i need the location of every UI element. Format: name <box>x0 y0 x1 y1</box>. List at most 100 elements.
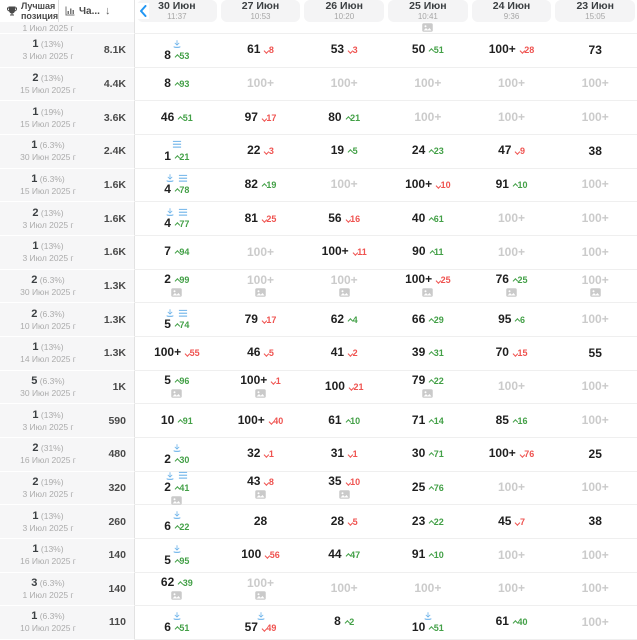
position-cell[interactable]: 7 94 <box>135 236 219 269</box>
position-cell[interactable]: 22 3 <box>219 135 303 168</box>
position-cell[interactable]: 100+ <box>553 236 637 269</box>
position-cell[interactable]: 5 74 <box>135 303 219 336</box>
sort-desc-icon[interactable]: ↓ <box>104 5 111 17</box>
position-cell[interactable]: 100+ <box>219 68 303 101</box>
position-cell[interactable]: 53 3 <box>302 34 386 67</box>
position-cell[interactable]: 100+ <box>553 606 637 639</box>
position-cell[interactable]: 28 <box>219 505 303 538</box>
date-header-pill[interactable]: 25 Июн 10:41 <box>388 0 468 22</box>
position-cell[interactable]: 76 25 <box>470 270 554 303</box>
position-cell[interactable]: 97 17 <box>219 101 303 134</box>
position-cell[interactable]: 61 10 <box>302 404 386 437</box>
position-cell[interactable]: 100+ <box>470 101 554 134</box>
position-cell[interactable]: 70 15 <box>470 337 554 370</box>
position-cell[interactable]: 10 91 <box>135 404 219 437</box>
position-cell[interactable]: 100+ <box>470 573 554 606</box>
position-cell[interactable]: 5 96 <box>135 371 219 404</box>
position-cell[interactable]: 31 1 <box>302 438 386 471</box>
position-cell[interactable]: 1 21 <box>135 135 219 168</box>
position-cell[interactable]: 39 31 <box>386 337 470 370</box>
position-cell[interactable]: 100+ 10 <box>386 169 470 202</box>
position-cell[interactable]: 8 53 <box>135 34 219 67</box>
position-cell[interactable]: 46 5 <box>219 337 303 370</box>
position-cell[interactable]: 38 <box>553 505 637 538</box>
position-cell[interactable]: 66 29 <box>386 303 470 336</box>
position-cell[interactable]: 24 23 <box>386 135 470 168</box>
position-cell[interactable]: 23 22 <box>386 505 470 538</box>
position-cell[interactable]: 100+ <box>302 270 386 303</box>
position-cell[interactable]: 85 16 <box>470 404 554 437</box>
position-cell[interactable]: 80 21 <box>302 101 386 134</box>
position-cell[interactable]: 19 5 <box>302 135 386 168</box>
position-cell[interactable]: 100+ 76 <box>470 438 554 471</box>
position-cell[interactable]: 50 51 <box>386 34 470 67</box>
position-cell[interactable]: 73 <box>553 34 637 67</box>
position-cell[interactable]: 100+ <box>553 202 637 235</box>
position-cell[interactable]: 100+ <box>470 472 554 505</box>
position-cell[interactable]: 56 16 <box>302 202 386 235</box>
position-cell[interactable]: 41 2 <box>302 337 386 370</box>
position-cell[interactable]: 5 95 <box>135 539 219 572</box>
position-cell[interactable]: 35 10 <box>302 472 386 505</box>
position-cell[interactable]: 100+ <box>219 573 303 606</box>
position-cell[interactable]: 100+ <box>302 68 386 101</box>
position-cell[interactable]: 100+ <box>553 101 637 134</box>
position-cell[interactable]: 100+ 25 <box>386 270 470 303</box>
position-cell[interactable]: 61 40 <box>470 606 554 639</box>
position-cell[interactable] <box>470 22 554 33</box>
date-header-pill[interactable]: 27 Июн 10:53 <box>220 0 301 22</box>
position-cell[interactable]: 91 10 <box>470 169 554 202</box>
position-cell[interactable]: 100+ <box>470 202 554 235</box>
position-cell[interactable]: 100+ <box>553 573 637 606</box>
position-cell[interactable]: 100+ <box>553 472 637 505</box>
position-cell[interactable]: 100+ 55 <box>135 337 219 370</box>
position-cell[interactable]: 90 11 <box>386 236 470 269</box>
position-cell[interactable]: 100+ <box>553 404 637 437</box>
position-cell[interactable]: 2 99 <box>135 270 219 303</box>
position-cell[interactable]: 2 30 <box>135 438 219 471</box>
position-cell[interactable]: 79 17 <box>219 303 303 336</box>
position-cell[interactable]: 91 10 <box>386 539 470 572</box>
position-cell[interactable]: 100+ <box>470 371 554 404</box>
position-cell[interactable]: 100+ <box>553 68 637 101</box>
position-cell[interactable]: 43 8 <box>219 472 303 505</box>
position-cell[interactable]: 95 6 <box>470 303 554 336</box>
position-cell[interactable]: 81 25 <box>219 202 303 235</box>
position-cell[interactable]: 10 51 <box>386 606 470 639</box>
position-cell[interactable]: 100+ 11 <box>302 236 386 269</box>
position-cell[interactable]: 4 77 <box>135 202 219 235</box>
position-cell[interactable]: 100 21 <box>302 371 386 404</box>
position-cell[interactable]: 100+ <box>386 573 470 606</box>
position-cell[interactable]: 100+ <box>553 539 637 572</box>
position-cell[interactable]: 100+ <box>302 169 386 202</box>
position-cell[interactable]: 100+ 28 <box>470 34 554 67</box>
date-header-pill[interactable]: 30 Июн 11:37 <box>137 0 217 22</box>
date-header-pill[interactable]: 24 Июн 9:36 <box>471 0 552 22</box>
position-cell[interactable]: 100+ 1 <box>219 371 303 404</box>
position-cell[interactable]: 6 51 <box>135 606 219 639</box>
position-cell[interactable]: 62 39 <box>135 573 219 606</box>
position-cell[interactable]: 4 78 <box>135 169 219 202</box>
position-cell[interactable] <box>386 22 470 33</box>
position-cell[interactable]: 30 71 <box>386 438 470 471</box>
position-cell[interactable]: 45 7 <box>470 505 554 538</box>
position-cell[interactable]: 44 47 <box>302 539 386 572</box>
position-cell[interactable]: 25 76 <box>386 472 470 505</box>
position-cell[interactable]: 32 1 <box>219 438 303 471</box>
position-cell[interactable]: 100+ <box>302 573 386 606</box>
position-cell[interactable]: 55 <box>553 337 637 370</box>
position-cell[interactable]: 100+ <box>386 68 470 101</box>
position-cell[interactable]: 100+ <box>553 303 637 336</box>
position-cell[interactable] <box>135 22 219 33</box>
position-cell[interactable]: 28 5 <box>302 505 386 538</box>
position-cell[interactable]: 8 93 <box>135 68 219 101</box>
position-cell[interactable]: 100+ <box>470 236 554 269</box>
position-cell[interactable]: 57 49 <box>219 606 303 639</box>
position-cell[interactable]: 40 61 <box>386 202 470 235</box>
position-cell[interactable]: 62 4 <box>302 303 386 336</box>
position-cell[interactable]: 100+ <box>553 371 637 404</box>
position-cell[interactable] <box>219 22 303 33</box>
position-cell[interactable]: 25 <box>553 438 637 471</box>
position-cell[interactable]: 100+ <box>553 169 637 202</box>
frequency-sort-header[interactable]: Ча... ↓ <box>58 0 134 22</box>
